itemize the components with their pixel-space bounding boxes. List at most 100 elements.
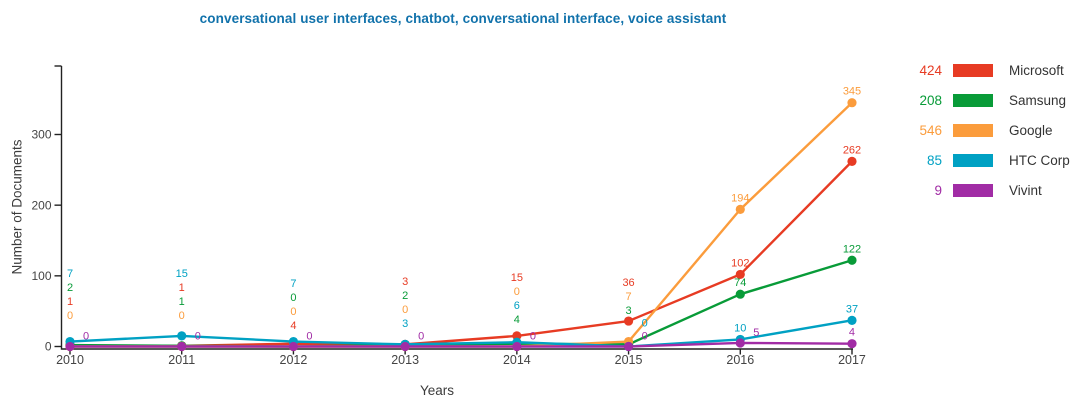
legend-label: Samsung xyxy=(1009,92,1067,108)
x-tick-label: 2011 xyxy=(168,353,195,367)
data-point-label: 36 xyxy=(622,277,634,289)
data-point-label: 0 xyxy=(195,331,201,343)
x-tick-label: 2010 xyxy=(56,353,84,367)
data-point-label: 1 xyxy=(179,296,185,308)
legend-value: 546 xyxy=(919,122,942,138)
data-point-label: 4 xyxy=(849,327,855,339)
data-point-label: 0 xyxy=(83,331,89,343)
y-tick-label: 100 xyxy=(31,269,51,283)
data-point-label: 5 xyxy=(753,327,759,339)
legend-label: HTC Corp xyxy=(1009,152,1070,168)
data-point-label: 6 xyxy=(514,300,520,312)
data-point[interactable] xyxy=(847,156,857,166)
x-tick-label: 2012 xyxy=(280,353,308,367)
data-point-label: 0 xyxy=(306,331,312,343)
data-point-label: 4 xyxy=(290,320,296,332)
data-point[interactable] xyxy=(735,289,745,299)
data-point-label: 194 xyxy=(731,192,749,204)
data-point-label: 2 xyxy=(402,290,408,302)
data-point-label: 15 xyxy=(176,268,188,280)
data-point-label: 102 xyxy=(731,257,749,269)
x-tick-label: 2015 xyxy=(615,353,643,367)
data-point[interactable] xyxy=(65,341,75,352)
data-point[interactable] xyxy=(735,338,745,348)
data-point-label: 1 xyxy=(179,282,185,294)
data-labels: 1207011015040070320301540603637001027419… xyxy=(67,86,861,343)
series-vivint[interactable] xyxy=(65,338,857,352)
legend-value: 208 xyxy=(919,92,942,108)
legend-swatch-icon xyxy=(953,93,993,107)
data-point-label: 74 xyxy=(734,277,746,289)
legend-value: 424 xyxy=(919,62,942,78)
y-tick-label: 300 xyxy=(31,128,51,142)
legend-value: 9 xyxy=(934,182,942,198)
data-point-label: 0 xyxy=(67,310,73,322)
legend-item-google[interactable]: 546 Google xyxy=(898,115,1070,145)
data-point-label: 3 xyxy=(626,305,632,317)
y-tick-label: 200 xyxy=(31,198,51,212)
data-point[interactable] xyxy=(623,316,634,326)
legend-item-samsung[interactable]: 208 Samsung xyxy=(898,85,1070,115)
legend-item-microsoft[interactable]: 424 Microsoft xyxy=(898,55,1070,85)
data-point-label: 1 xyxy=(67,296,73,308)
series-line[interactable] xyxy=(69,319,853,348)
data-point[interactable] xyxy=(735,269,745,280)
data-point-label: 7 xyxy=(626,291,632,303)
data-point-label: 0 xyxy=(418,331,424,343)
data-point-label: 4 xyxy=(514,314,520,326)
legend-label: Google xyxy=(1009,122,1053,138)
series-line[interactable] xyxy=(70,101,853,348)
x-tick-label: 2013 xyxy=(391,353,419,367)
legend-swatch-icon xyxy=(953,63,993,77)
series-line[interactable] xyxy=(70,341,853,348)
data-point[interactable] xyxy=(512,341,522,352)
data-point-label: 0 xyxy=(530,331,536,343)
axis-spine xyxy=(60,66,853,350)
data-point[interactable] xyxy=(847,98,857,108)
data-point-label: 0 xyxy=(642,318,648,330)
legend-value: 85 xyxy=(926,152,942,168)
data-point-label: 15 xyxy=(511,272,523,284)
x-tick-label: 2016 xyxy=(726,353,754,367)
data-point-label: 3 xyxy=(402,318,408,330)
data-point-label: 3 xyxy=(402,276,408,288)
data-point[interactable] xyxy=(847,315,857,325)
series-line[interactable] xyxy=(70,160,853,347)
data-point[interactable] xyxy=(177,341,187,352)
data-point[interactable] xyxy=(512,331,522,341)
x-axis-title: Years xyxy=(419,383,455,398)
chart-title: conversational user interfaces, chatbot,… xyxy=(199,11,727,26)
data-point-label: 345 xyxy=(843,86,861,98)
y-tick-label: 0 xyxy=(45,340,52,354)
legend-swatch-icon xyxy=(953,153,993,167)
y-axis-title: Number of Documents xyxy=(9,139,25,275)
data-point-label: 2 xyxy=(67,282,73,294)
data-point[interactable] xyxy=(847,339,857,349)
legend-label: Vivint xyxy=(1009,182,1042,198)
legend-item-htc-corp[interactable]: 85 HTC Corp xyxy=(898,145,1070,175)
x-tick-label: 2014 xyxy=(503,353,531,367)
legend-item-vivint[interactable]: 9 Vivint xyxy=(898,175,1070,205)
legend-swatch-icon xyxy=(953,183,993,197)
data-point-label: 10 xyxy=(734,322,746,334)
data-point-label: 122 xyxy=(843,243,861,255)
data-point[interactable] xyxy=(735,204,745,215)
data-point-label: 0 xyxy=(514,286,520,298)
data-point-label: 0 xyxy=(642,331,648,343)
data-point[interactable] xyxy=(623,341,634,352)
data-point-label: 0 xyxy=(179,310,185,322)
data-point-label: 0 xyxy=(290,306,296,318)
data-point[interactable] xyxy=(847,255,857,265)
data-point-label: 7 xyxy=(290,278,296,290)
legend: 424 Microsoft 208 Samsung 546 Google 85 HTC Cor… xyxy=(898,55,1070,205)
x-tick-label: 2017 xyxy=(838,353,866,367)
data-point[interactable] xyxy=(400,341,410,352)
data-point-label: 262 xyxy=(843,144,861,156)
data-point[interactable] xyxy=(177,331,187,341)
data-point-label: 37 xyxy=(846,303,858,315)
data-point[interactable] xyxy=(288,341,299,352)
data-point-label: 0 xyxy=(402,304,408,316)
